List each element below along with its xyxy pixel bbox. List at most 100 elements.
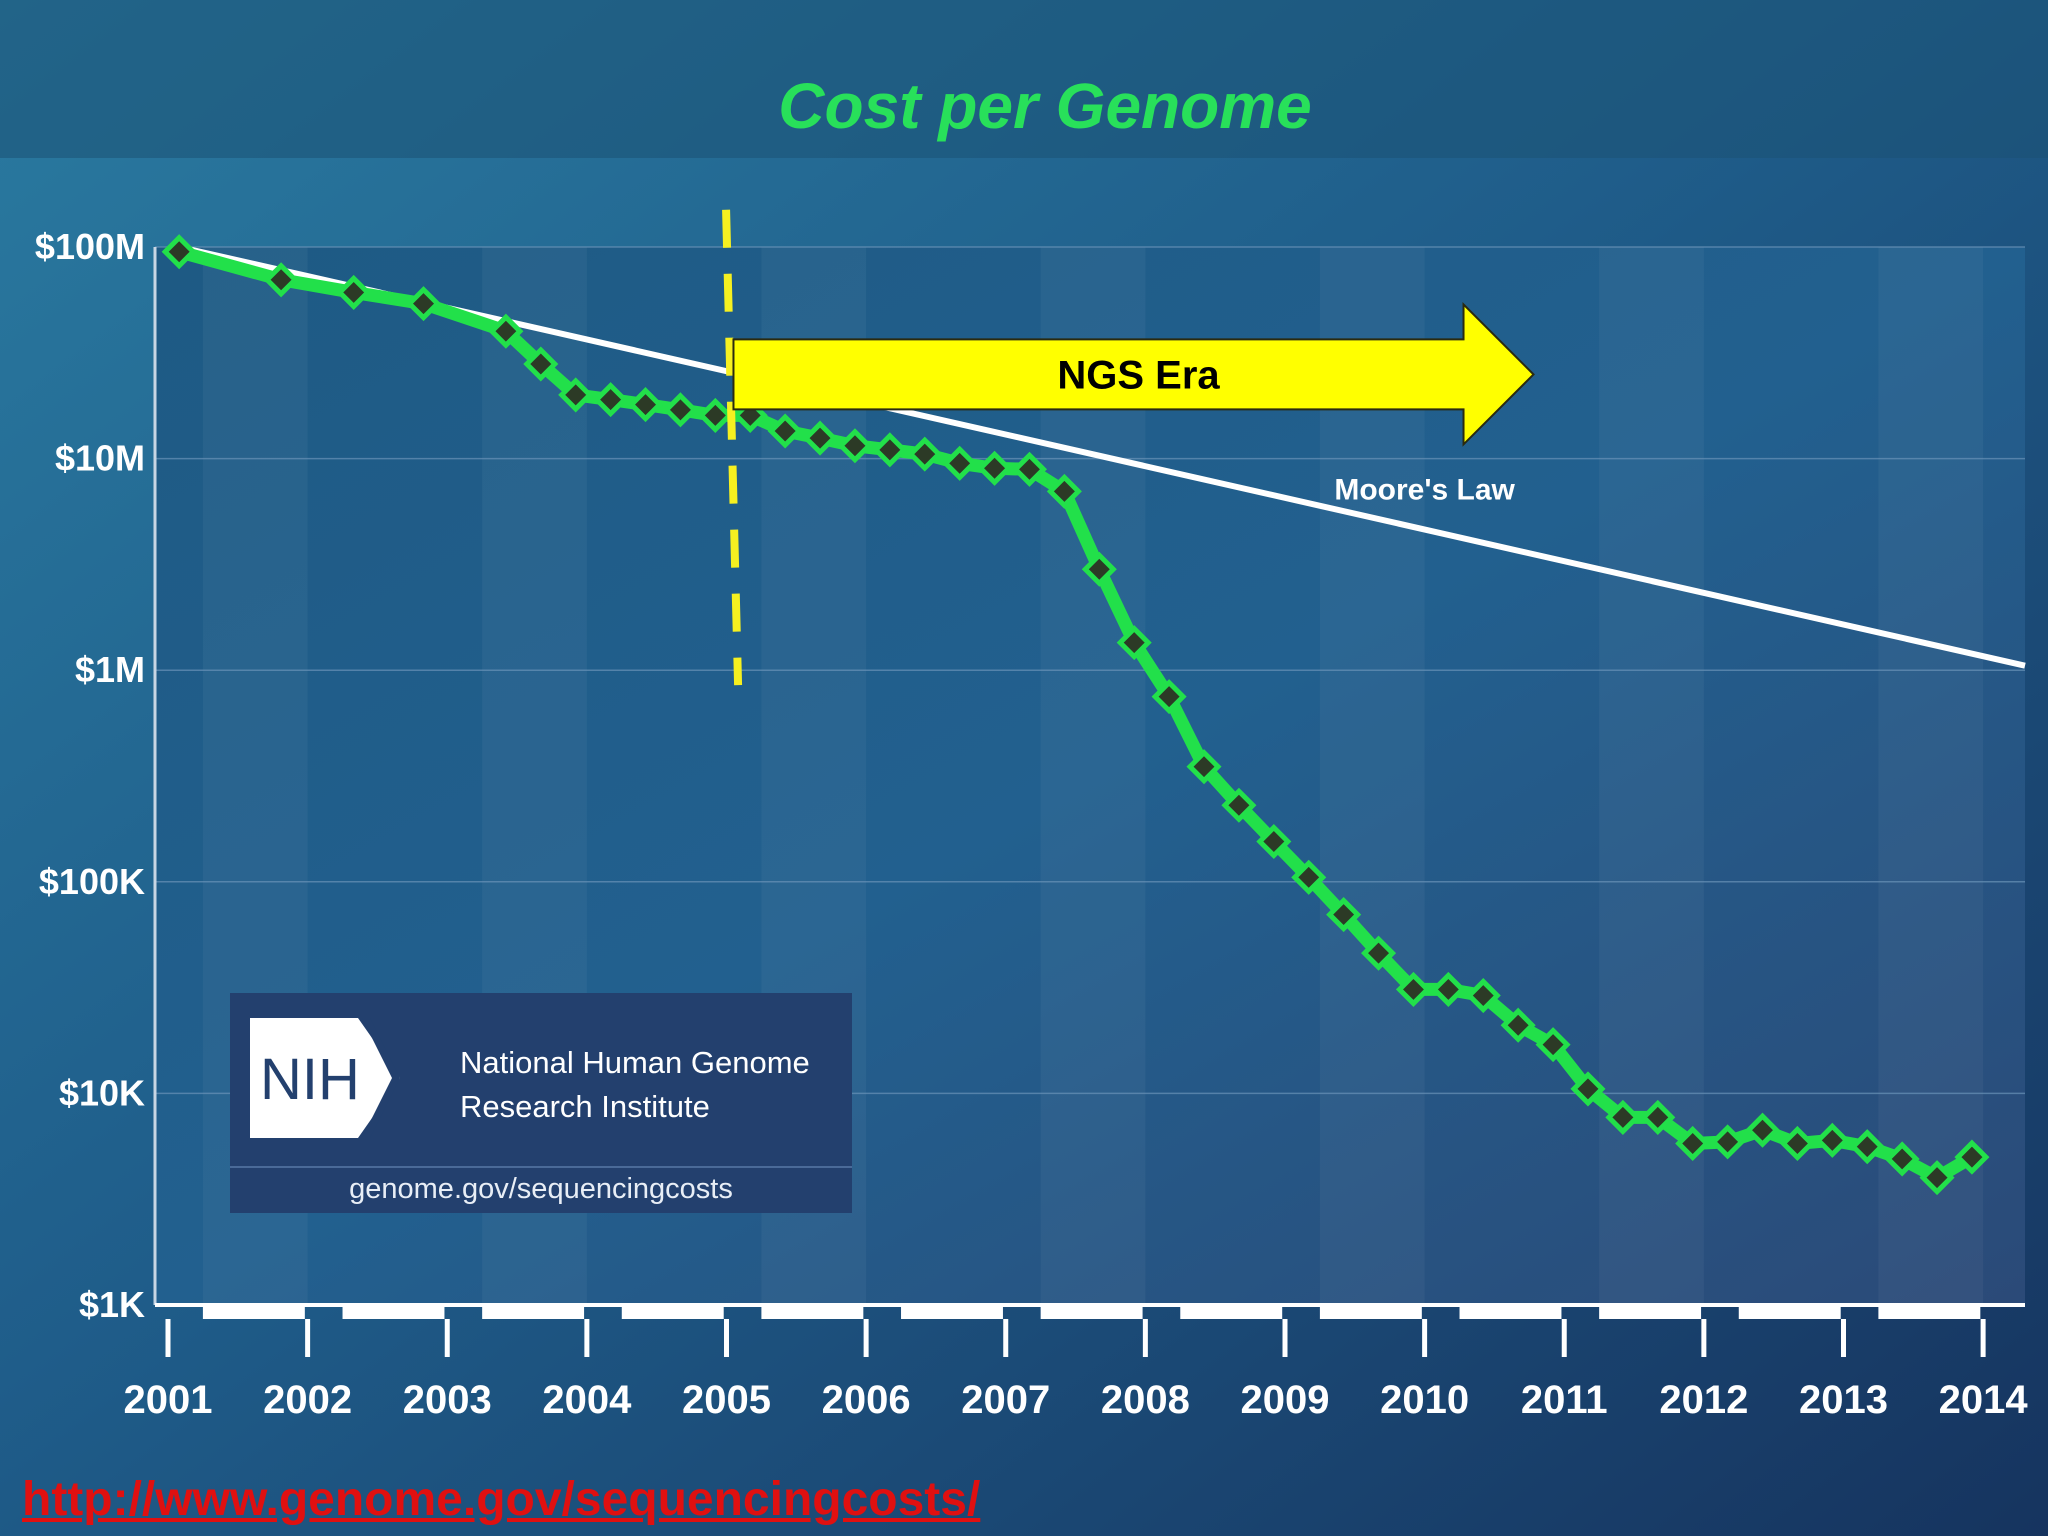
data-point xyxy=(837,428,873,464)
x-tick-label: 2006 xyxy=(822,1378,911,1422)
data-point xyxy=(1640,1099,1676,1135)
data-point xyxy=(1675,1125,1711,1161)
nih-name-line2: Research Institute xyxy=(460,1089,710,1124)
ngs-era-arrow xyxy=(732,301,1535,447)
data-point xyxy=(1291,859,1327,895)
x-axis-segment xyxy=(1180,1305,1283,1319)
year-band xyxy=(1878,247,1984,1305)
moores-law-trend: Moore's Law xyxy=(178,244,2026,669)
data-point xyxy=(1081,551,1117,587)
source-link[interactable]: http://www.genome.gov/sequencingcosts/ xyxy=(22,1473,981,1526)
data-point xyxy=(977,450,1013,486)
x-tick-label: 2010 xyxy=(1380,1378,1469,1422)
data-point xyxy=(1011,451,1048,487)
nih-url: genome.gov/sequencingcosts xyxy=(349,1173,733,1205)
x-axis-ticks: 2001 2002 2003 2004 2005 2006 2007 2008 2009 2010… xyxy=(124,1319,2029,1422)
x-axis-segment xyxy=(1319,1305,1422,1319)
data-point xyxy=(1954,1139,1990,1175)
data-point xyxy=(872,432,908,468)
data-point xyxy=(1046,473,1082,509)
data-point xyxy=(907,436,943,472)
moores-law-label: Moore's Law xyxy=(1334,474,1515,507)
cost-series xyxy=(161,234,1990,1196)
data-point xyxy=(1570,1071,1606,1107)
data-point xyxy=(1535,1027,1571,1063)
x-tick-label: 2007 xyxy=(961,1378,1050,1422)
data-point xyxy=(1605,1099,1641,1135)
data-point xyxy=(627,387,664,423)
ngs-era-label: NGS Era xyxy=(1057,353,1220,397)
data-point xyxy=(1884,1141,1920,1177)
data-point xyxy=(1465,978,1501,1014)
x-tick-label: 2009 xyxy=(1241,1378,1330,1422)
data-point xyxy=(523,346,559,382)
y-tick-label: $1M xyxy=(75,649,145,690)
data-point xyxy=(1500,1007,1536,1043)
data-point xyxy=(1361,935,1397,971)
nih-name: National Human Genome Research Institute xyxy=(460,1041,850,1129)
annotations: NGS Era xyxy=(722,209,1535,686)
year-band xyxy=(1319,247,1425,1305)
data-point xyxy=(1151,679,1187,715)
x-tick-label: 2004 xyxy=(542,1378,632,1422)
x-tick-label: 2013 xyxy=(1799,1378,1888,1422)
nih-logo: NIH xyxy=(250,1018,400,1138)
x-tick-label: 2001 xyxy=(124,1378,213,1422)
x-axis-segment xyxy=(621,1305,724,1319)
data-point xyxy=(1744,1112,1781,1148)
y-tick-label: $100M xyxy=(35,226,145,267)
data-point xyxy=(1814,1122,1850,1158)
data-point xyxy=(593,382,629,418)
data-point xyxy=(1710,1124,1746,1160)
data-point xyxy=(1395,971,1431,1007)
y-axis-ticks: $100M $10M $1M $100K $10K $1K xyxy=(35,226,145,1325)
data-point xyxy=(1221,787,1257,823)
y-tick-label: $1K xyxy=(79,1284,145,1325)
x-tick-label: 2008 xyxy=(1101,1378,1190,1422)
x-tick-label: 2012 xyxy=(1659,1378,1748,1422)
data-point xyxy=(662,392,698,428)
data-point xyxy=(1779,1125,1815,1161)
data-point xyxy=(942,445,978,481)
data-point xyxy=(697,397,733,433)
x-tick-label: 2011 xyxy=(1521,1378,1608,1422)
nih-name-line1: National Human Genome xyxy=(460,1045,810,1080)
data-point xyxy=(161,234,197,270)
x-axis-segment xyxy=(342,1305,445,1319)
ngs-start-dashed-line xyxy=(722,209,743,686)
y-tick-label: $10M xyxy=(55,438,145,479)
axes xyxy=(153,247,2025,1319)
x-tick-label: 2002 xyxy=(263,1378,352,1422)
y-tick-label: $10K xyxy=(59,1072,145,1113)
data-point xyxy=(1326,897,1362,933)
gridlines xyxy=(155,246,2025,1306)
nih-logo-text: NIH xyxy=(260,1047,360,1112)
data-point xyxy=(405,286,442,322)
x-axis-segment xyxy=(1459,1305,1562,1319)
data-point xyxy=(1186,749,1222,785)
x-axis-segment xyxy=(1599,1305,1702,1319)
data-point xyxy=(1116,625,1152,661)
data-point xyxy=(488,313,524,349)
data-point xyxy=(263,262,299,298)
x-tick-label: 2003 xyxy=(403,1378,492,1422)
nih-badge: NIH National Human Genome Research Insti… xyxy=(230,993,852,1213)
x-axis-segment xyxy=(1878,1305,1981,1319)
data-point xyxy=(1430,971,1466,1007)
x-axis-segment xyxy=(901,1305,1003,1319)
nih-logo-icon: NIH xyxy=(250,1018,400,1138)
nih-divider xyxy=(230,1166,852,1168)
x-axis-segment xyxy=(761,1305,864,1319)
data-point xyxy=(1849,1129,1885,1165)
x-tick-label: 2005 xyxy=(682,1378,771,1422)
data-point xyxy=(336,274,372,310)
year-band xyxy=(1040,247,1146,1305)
data-point xyxy=(1919,1160,1955,1196)
title-band xyxy=(0,0,2048,158)
moores-law-line xyxy=(178,244,2026,669)
x-tick-label: 2014 xyxy=(1939,1378,2029,1422)
x-axis-segment xyxy=(1040,1305,1143,1319)
x-axis-segment xyxy=(1738,1305,1841,1319)
data-point xyxy=(767,413,803,449)
